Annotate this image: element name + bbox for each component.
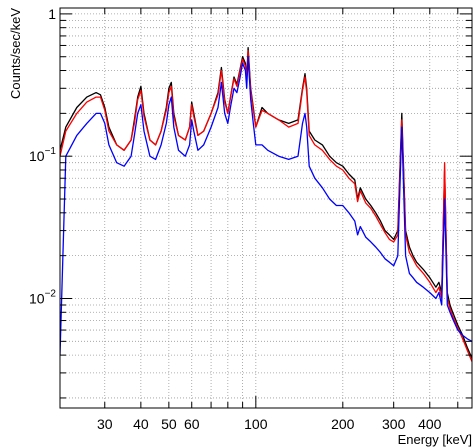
x-tick-label: 30 bbox=[97, 416, 113, 432]
y-axis-title: Counts/sec/keV bbox=[8, 8, 23, 99]
series-layer bbox=[60, 46, 472, 362]
x-tick-label: 40 bbox=[133, 416, 149, 432]
y-tick-label: 10−1 bbox=[29, 146, 56, 164]
series-line-2 bbox=[60, 56, 472, 356]
grid-lines bbox=[60, 8, 472, 408]
x-tick-label: 200 bbox=[331, 416, 355, 432]
x-tick-label: 100 bbox=[244, 416, 268, 432]
x-tick-label: 300 bbox=[382, 416, 406, 432]
y-tick-label: 1 bbox=[48, 6, 56, 22]
x-axis-title: Energy [keV] bbox=[398, 432, 472, 447]
series-line-1 bbox=[60, 50, 472, 362]
axis-ticks bbox=[60, 8, 472, 408]
plot-frame bbox=[59, 7, 473, 409]
x-tick-label: 60 bbox=[184, 416, 200, 432]
x-tick-label: 400 bbox=[418, 416, 442, 432]
x-tick-label: 50 bbox=[161, 416, 177, 432]
y-tick-labels: 1 10−1 10−2 bbox=[29, 6, 56, 307]
y-tick-label: 10−2 bbox=[29, 288, 56, 306]
x-tick-labels: 30 40 50 60 100 200 300 400 bbox=[97, 416, 442, 432]
